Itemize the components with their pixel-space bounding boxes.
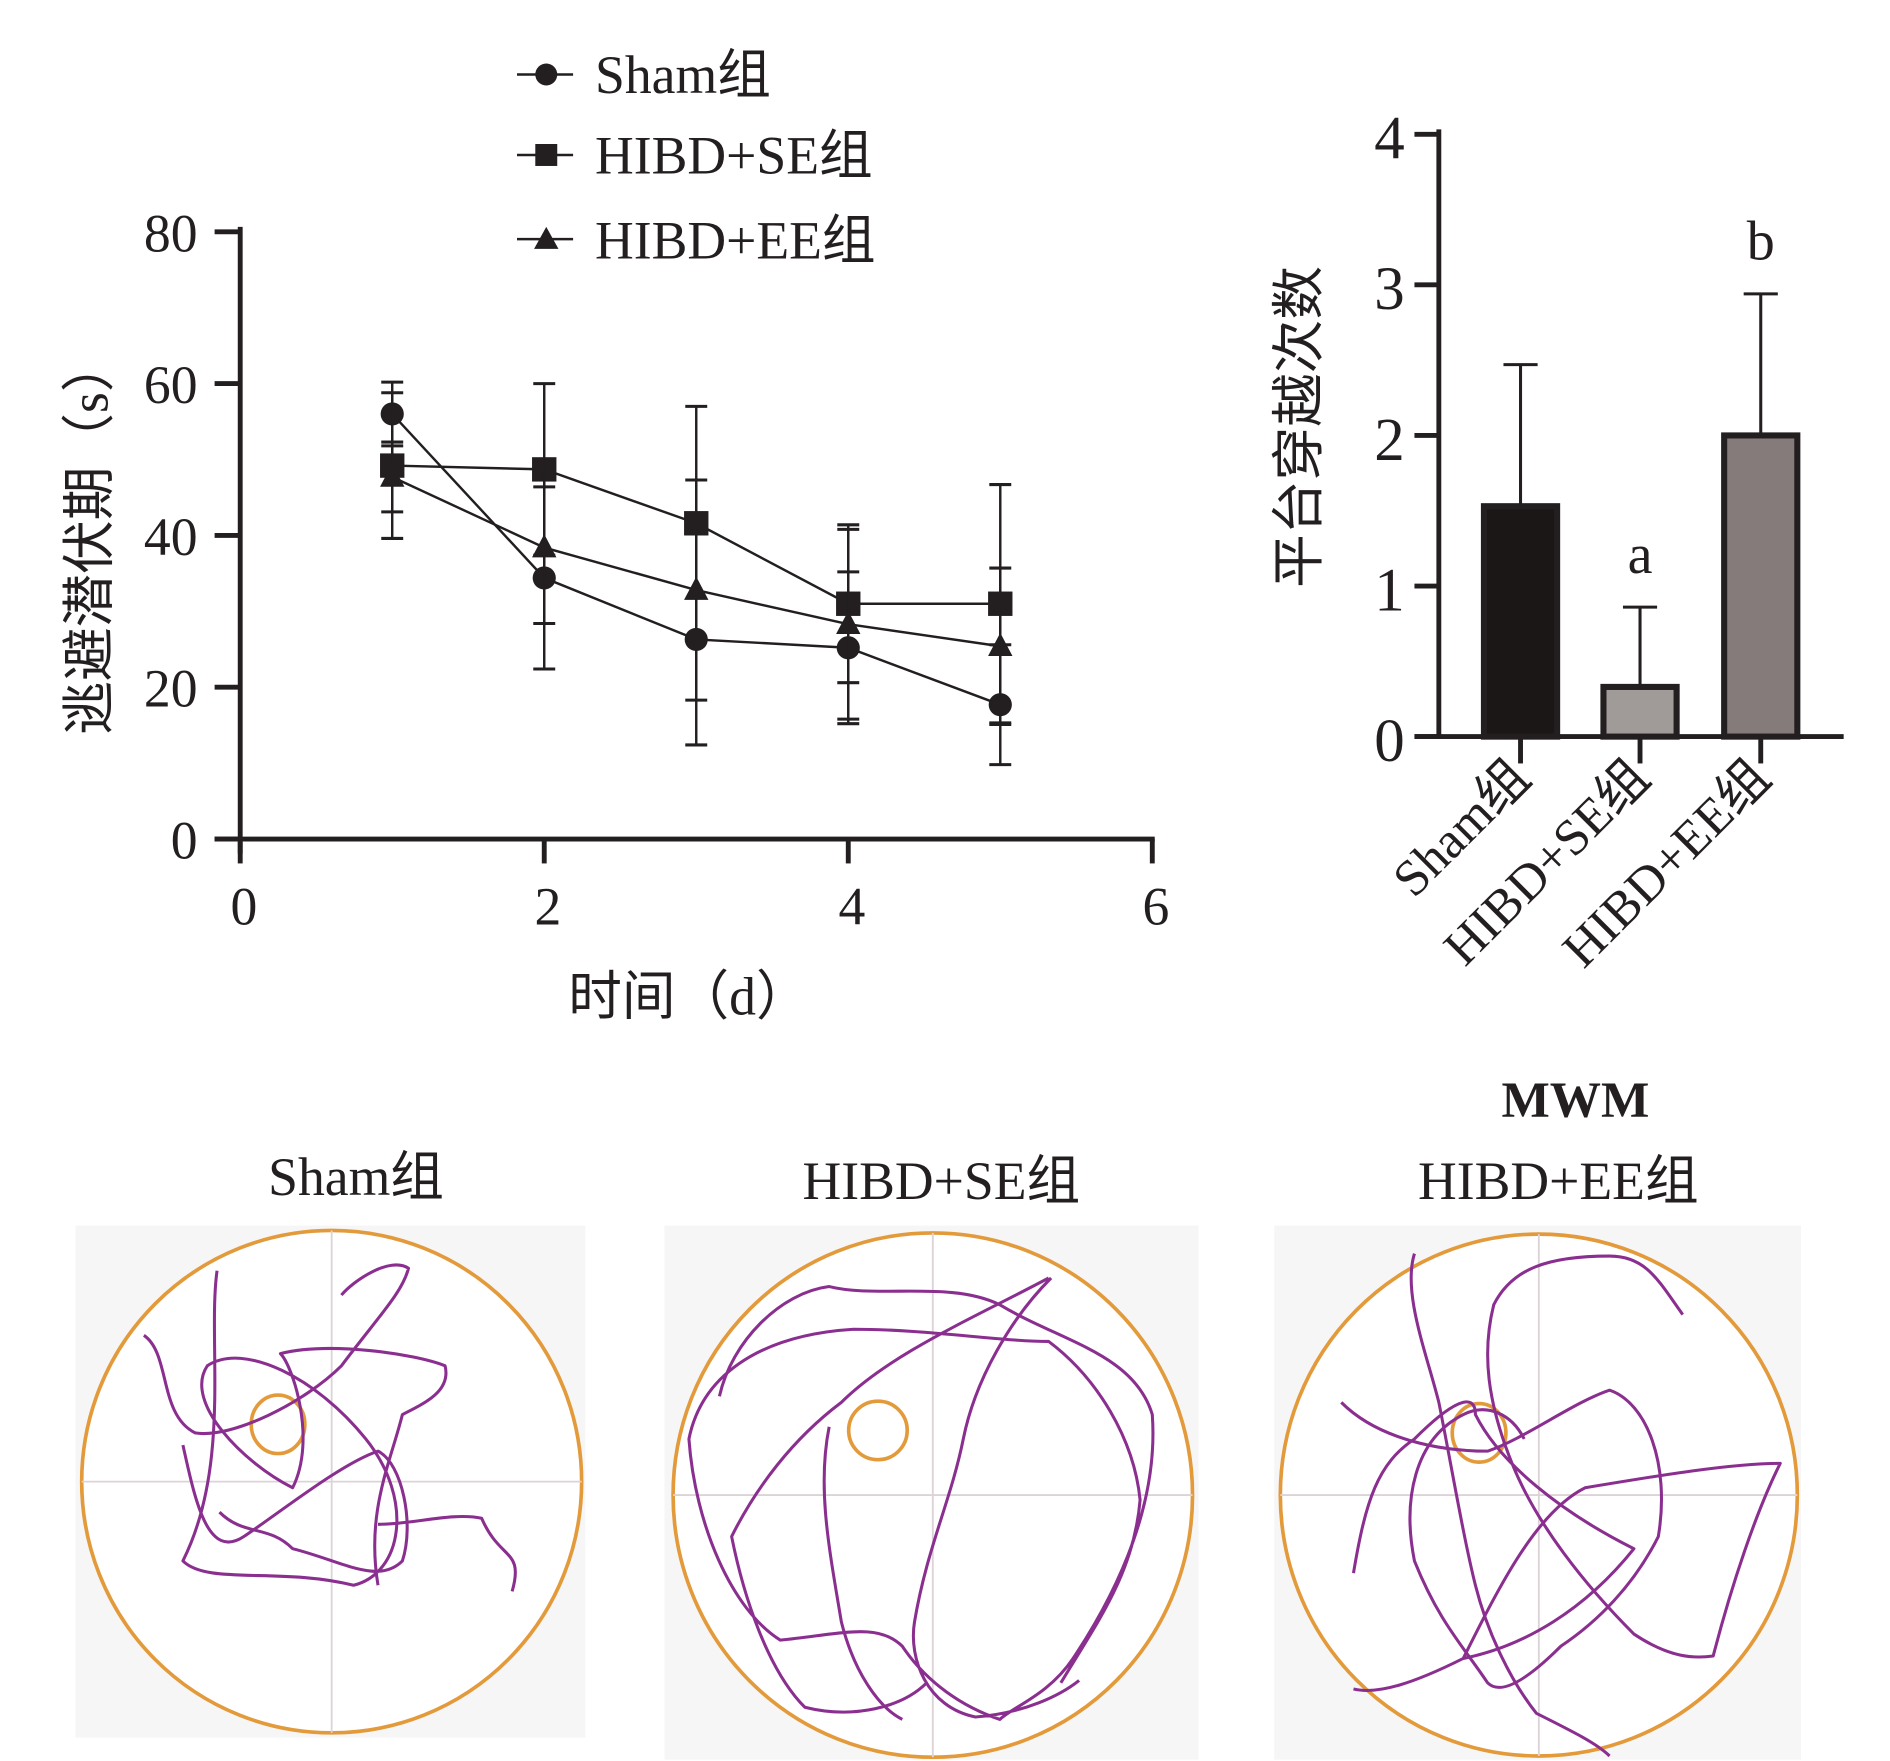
bar <box>1480 503 1561 740</box>
legend-item-se: HIBD+SE组 <box>517 125 873 185</box>
platform-marker <box>846 1399 910 1462</box>
y-tick-label: 0 <box>171 811 198 871</box>
data-point <box>380 463 405 487</box>
bar <box>1600 683 1680 740</box>
bar-chart-title: MWM <box>1501 1072 1649 1129</box>
y-tick-label: 80 <box>144 203 198 263</box>
square-marker-icon <box>535 144 558 166</box>
data-point <box>684 576 709 600</box>
x-tick-label: 6 <box>1143 876 1170 936</box>
bar-chart-marks: ab <box>1480 211 1801 740</box>
significance-label: b <box>1747 211 1775 273</box>
y-tick-label: 20 <box>144 659 198 719</box>
trajectory-panel-sham <box>75 1225 586 1738</box>
trajectory-title-se: HIBD+SE组 <box>803 1151 1081 1211</box>
y-tick-label: 40 <box>144 507 198 567</box>
significance-label: a <box>1628 524 1653 586</box>
y-tick-label: 3 <box>1374 256 1404 323</box>
series-triangle <box>380 440 1013 726</box>
trajectory-panel-ee <box>1274 1225 1801 1760</box>
line-chart-axes: 0 20 40 60 80 0 2 4 6 <box>144 203 1169 936</box>
data-point <box>836 610 861 634</box>
legend-label: HIBD+SE组 <box>595 125 873 185</box>
legend-label: HIBD+EE组 <box>595 211 876 271</box>
platform-marker <box>1450 1401 1508 1464</box>
x-tick-label: 4 <box>839 876 866 936</box>
trajectory-title-sham: Sham组 <box>268 1147 444 1207</box>
swim-path <box>142 1263 517 1592</box>
bar-chart-y-label: 平台穿越次数 <box>1269 266 1329 588</box>
legend: Sham组 HIBD+SE组 HIBD+EE组 <box>517 45 876 271</box>
trajectory-title-ee: HIBD+EE组 <box>1418 1151 1699 1211</box>
swim-path <box>1340 1253 1782 1758</box>
bar <box>1721 432 1801 740</box>
line-chart-y-label: 逃避潜伏期（s） <box>59 338 119 734</box>
legend-item-ee: HIBD+EE组 <box>517 211 876 271</box>
x-tick-label: 0 <box>230 876 257 936</box>
x-tick-label: 2 <box>534 876 561 936</box>
line-chart-x-label: 时间（d） <box>568 967 809 1027</box>
y-tick-label: 60 <box>144 355 198 415</box>
legend-label: Sham组 <box>595 45 771 105</box>
y-tick-label: 1 <box>1374 557 1404 624</box>
y-tick-label: 0 <box>1374 708 1404 775</box>
legend-item-sham: Sham组 <box>517 45 771 105</box>
line-chart: 0 20 40 60 80 0 2 4 6 逃避潜伏期（s） 时间（d） Sham组 HIBD+… <box>59 45 1169 1027</box>
line-chart-marks <box>380 380 1013 767</box>
y-tick-label: 2 <box>1374 407 1404 474</box>
swim-trajectories: Sham组 HIBD+SE组 HIBD+EE组 <box>75 1147 1801 1760</box>
circle-marker-icon <box>535 63 558 86</box>
y-tick-label: 4 <box>1374 106 1404 173</box>
swim-path <box>687 1276 1155 1721</box>
triangle-marker-icon <box>534 226 559 249</box>
data-point <box>988 632 1013 656</box>
data-point <box>532 534 557 558</box>
trajectory-panel-se <box>664 1225 1199 1760</box>
